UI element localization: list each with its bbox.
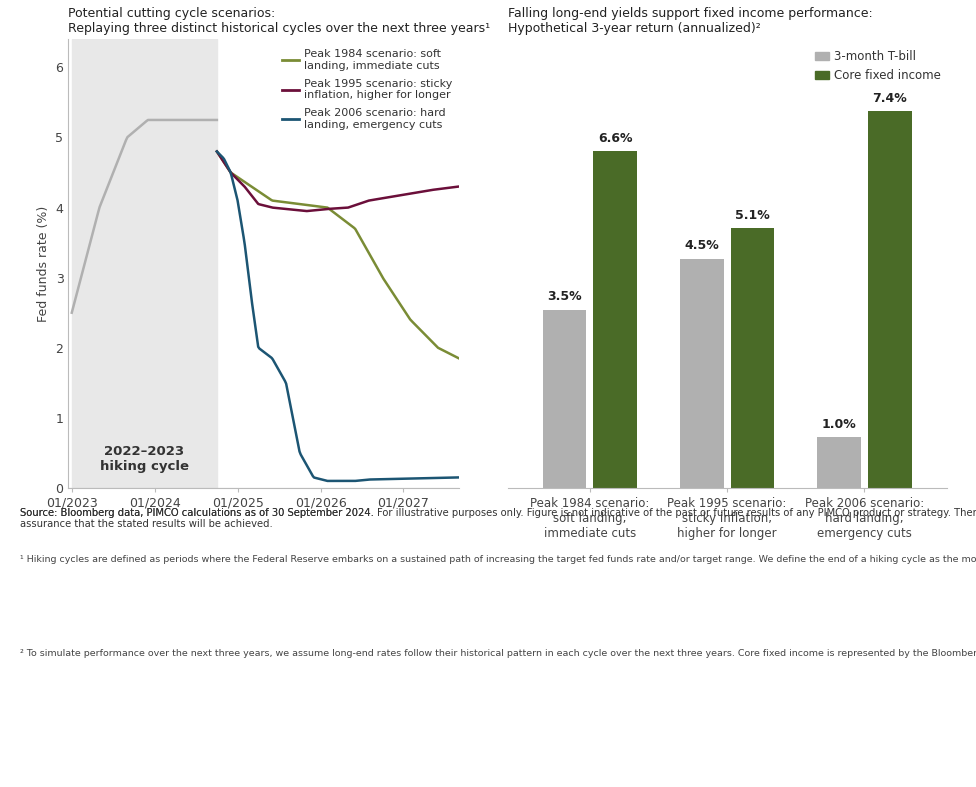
Text: 5.1%: 5.1% xyxy=(735,209,770,222)
Text: 1.0%: 1.0% xyxy=(822,418,856,430)
Bar xyxy=(817,437,861,488)
Text: Source: Bloomberg data, PIMCO calculations as of 30 September 2024.: Source: Bloomberg data, PIMCO calculatio… xyxy=(20,508,377,518)
Legend: Peak 1984 scenario: soft
landing, immediate cuts, Peak 1995 scenario: sticky
inf: Peak 1984 scenario: soft landing, immedi… xyxy=(277,45,457,134)
Text: Falling long-end yields support fixed income performance:
Hypothetical 3-year re: Falling long-end yields support fixed in… xyxy=(508,7,873,35)
Text: Potential cutting cycle scenarios:
Replaying three distinct historical cycles ov: Potential cutting cycle scenarios: Repla… xyxy=(68,7,491,35)
Text: 4.5%: 4.5% xyxy=(684,239,719,253)
Bar xyxy=(868,111,912,488)
Bar xyxy=(731,228,775,488)
Bar xyxy=(72,39,217,488)
Text: 6.6%: 6.6% xyxy=(598,132,632,146)
Text: 7.4%: 7.4% xyxy=(873,91,907,105)
Legend: 3-month T-bill, Core fixed income: 3-month T-bill, Core fixed income xyxy=(810,46,945,87)
Text: 2022–2023
hiking cycle: 2022–2023 hiking cycle xyxy=(100,445,188,472)
Text: 3.5%: 3.5% xyxy=(548,290,582,304)
Bar xyxy=(679,259,723,488)
Text: Source: Bloomberg data, PIMCO calculations as of 30 September 2024. For illustra: Source: Bloomberg data, PIMCO calculatio… xyxy=(20,508,976,529)
Bar xyxy=(543,309,587,488)
Y-axis label: Fed funds rate (%): Fed funds rate (%) xyxy=(37,205,50,322)
Text: ² To simulate performance over the next three years, we assume long-end rates fo: ² To simulate performance over the next … xyxy=(20,649,976,658)
Bar xyxy=(593,151,637,488)
Text: ¹ Hiking cycles are defined as periods where the Federal Reserve embarks on a su: ¹ Hiking cycles are defined as periods w… xyxy=(20,555,976,563)
